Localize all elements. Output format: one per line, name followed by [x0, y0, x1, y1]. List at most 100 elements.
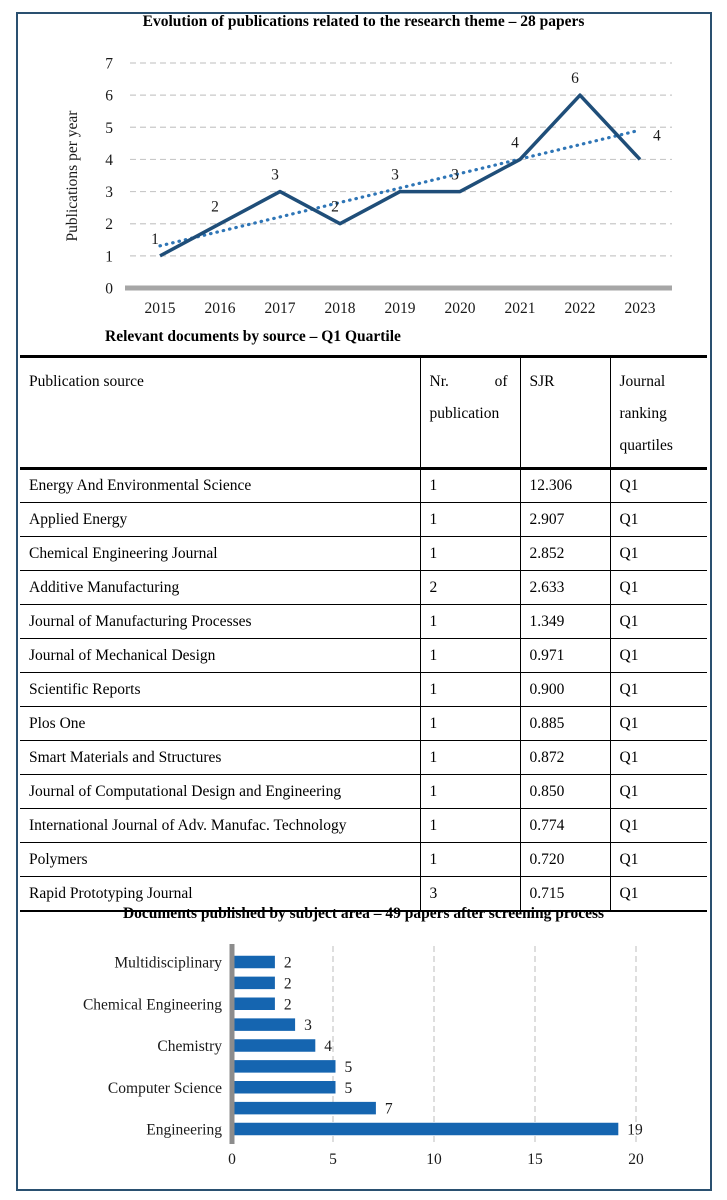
line-chart-title: Evolution of publications related to the… [142, 13, 585, 30]
table-row: Energy And Environmental Science 1 12.306 Q… [20, 468, 707, 504]
table-cell: 0.715 [520, 876, 611, 912]
table-cell: 0.900 [520, 672, 611, 708]
category-label: Multidisciplinary [114, 955, 222, 972]
bar-chart-canvas: 0 5 10 15 20 2 Multidisciplinary 2 2 Chemical Eng… [83, 944, 644, 1168]
x-tick-label: 5 [329, 1151, 337, 1168]
bar [234, 1122, 619, 1136]
x-tick-label: 10 [426, 1151, 442, 1168]
bar-value-label: 19 [627, 1122, 643, 1139]
table-cell: Journal of Mechanical Design [20, 638, 421, 674]
bar [234, 997, 275, 1010]
y-tick-label: 3 [105, 184, 113, 201]
bar [234, 955, 275, 969]
table-cell: Q1 [610, 808, 707, 844]
category-label: Engineering [146, 1122, 222, 1139]
table-cell: 1 [420, 468, 521, 504]
bar-value-label: 4 [324, 1038, 332, 1055]
category-label: Computer Science [108, 1080, 222, 1097]
x-tick-label: 2023 [625, 300, 656, 317]
data-point-label: 3 [271, 167, 279, 184]
category-label: Chemical Engineering [83, 996, 222, 1013]
bar-value-label: 3 [304, 1017, 312, 1034]
table-row: Smart Materials and Structures 1 0.872 Q1 [20, 740, 707, 776]
x-tick-label: 0 [228, 1151, 236, 1168]
bar-value-label: 2 [284, 975, 292, 992]
data-point-label: 4 [511, 134, 519, 151]
y-tick-label: 7 [105, 56, 113, 73]
table-cell: 2.633 [520, 570, 611, 606]
bar-value-label: 5 [345, 1059, 353, 1076]
table-cell: 1 [420, 808, 521, 844]
column-header: Nr. of publication [420, 356, 521, 471]
table-cell: 1 [420, 706, 521, 742]
table-cell: Q1 [610, 774, 707, 810]
data-point-label: 4 [653, 127, 661, 144]
x-tick-label: 2018 [325, 300, 356, 317]
data-point-label: 1 [151, 231, 159, 248]
table-cell: 1 [420, 740, 521, 776]
x-tick-label: 2020 [445, 300, 476, 317]
data-line [159, 93, 642, 258]
table-row: Journal of Manufacturing Processes 1 1.349… [20, 604, 707, 640]
table-row: Applied Energy 1 2.907 Q1 [20, 502, 707, 538]
data-point-label: 2 [211, 199, 219, 216]
table-header: Publication source Nr. of publication SJR J… [20, 356, 707, 471]
table-cell: 0.850 [520, 774, 611, 810]
table-cell: Additive Manufacturing [20, 570, 421, 606]
table-cell: Q1 [610, 706, 707, 742]
table-row: Plos One 1 0.885 Q1 [20, 706, 707, 742]
table-cell: 0.971 [520, 638, 611, 674]
table-cell: 0.774 [520, 808, 611, 844]
table-cell: 1 [420, 536, 521, 572]
table-cell: 0.720 [520, 842, 611, 878]
bar-chart-title: Documents published by subject area – 49… [122, 905, 605, 922]
table-cell: International Journal of Adv. Manufac. T… [20, 808, 421, 844]
table-cell: Q1 [610, 740, 707, 776]
x-tick-label: 20 [628, 1151, 644, 1168]
table-cell: Polymers [20, 842, 421, 878]
bar [234, 1081, 336, 1094]
y-tick-label: 4 [105, 152, 113, 169]
table-row: Scientific Reports 1 0.900 Q1 [20, 672, 707, 708]
column-header: Publication source [20, 356, 421, 471]
table-cell: 1 [420, 842, 521, 878]
data-point-label: 3 [391, 167, 399, 184]
table-cell: Q1 [610, 536, 707, 572]
bar [234, 1018, 296, 1031]
table-cell: 0.872 [520, 740, 611, 776]
bar-value-label: 2 [284, 955, 292, 972]
journal-table-grid: Publication source Nr. of publication SJR J… [20, 355, 707, 912]
line-chart-canvas: 0 1 2 3 4 5 6 7 2015 2016 2017 2018 2019 2020 2021 2022… [105, 56, 672, 317]
y-tick-label: 5 [105, 120, 113, 137]
table-cell: Q1 [610, 468, 707, 504]
table-cell: Q1 [610, 672, 707, 708]
bar-value-label: 2 [284, 996, 292, 1013]
table-title: Relevant documents by source – Q1 Quarti… [105, 328, 401, 345]
trendline [158, 128, 642, 248]
x-tick-label: 15 [527, 1151, 543, 1168]
table-cell: 12.306 [520, 468, 611, 504]
y-tick-label: 6 [105, 88, 113, 105]
column-header: Journal ranking quartiles [610, 356, 707, 471]
table-row: Journal of Mechanical Design 1 0.971 Q1 [20, 638, 707, 674]
table-cell: Scientific Reports [20, 672, 421, 708]
table-row: Journal of Computational Design and Engi… [20, 774, 707, 810]
x-tick-label: 2019 [385, 300, 416, 317]
table-body: Energy And Environmental Science 1 12.306 Q… [20, 468, 707, 912]
data-point-label: 3 [451, 167, 459, 184]
y-tick-label: 2 [105, 216, 113, 233]
bar-value-label: 5 [345, 1080, 353, 1097]
bar [234, 1060, 336, 1073]
table-cell: 1 [420, 604, 521, 640]
table-row: Rapid Prototyping Journal 3 0.715 Q1 [20, 876, 707, 912]
table-cell: Q1 [610, 604, 707, 640]
table-cell: 3 [420, 876, 521, 912]
table-cell: Applied Energy [20, 502, 421, 538]
y-tick-label: 1 [105, 248, 113, 265]
x-tick-label: 2015 [145, 300, 176, 317]
data-point-label: 6 [571, 70, 579, 87]
table-row: Chemical Engineering Journal 1 2.852 Q1 [20, 536, 707, 572]
table-cell: 2.852 [520, 536, 611, 572]
table-cell: 1 [420, 672, 521, 708]
